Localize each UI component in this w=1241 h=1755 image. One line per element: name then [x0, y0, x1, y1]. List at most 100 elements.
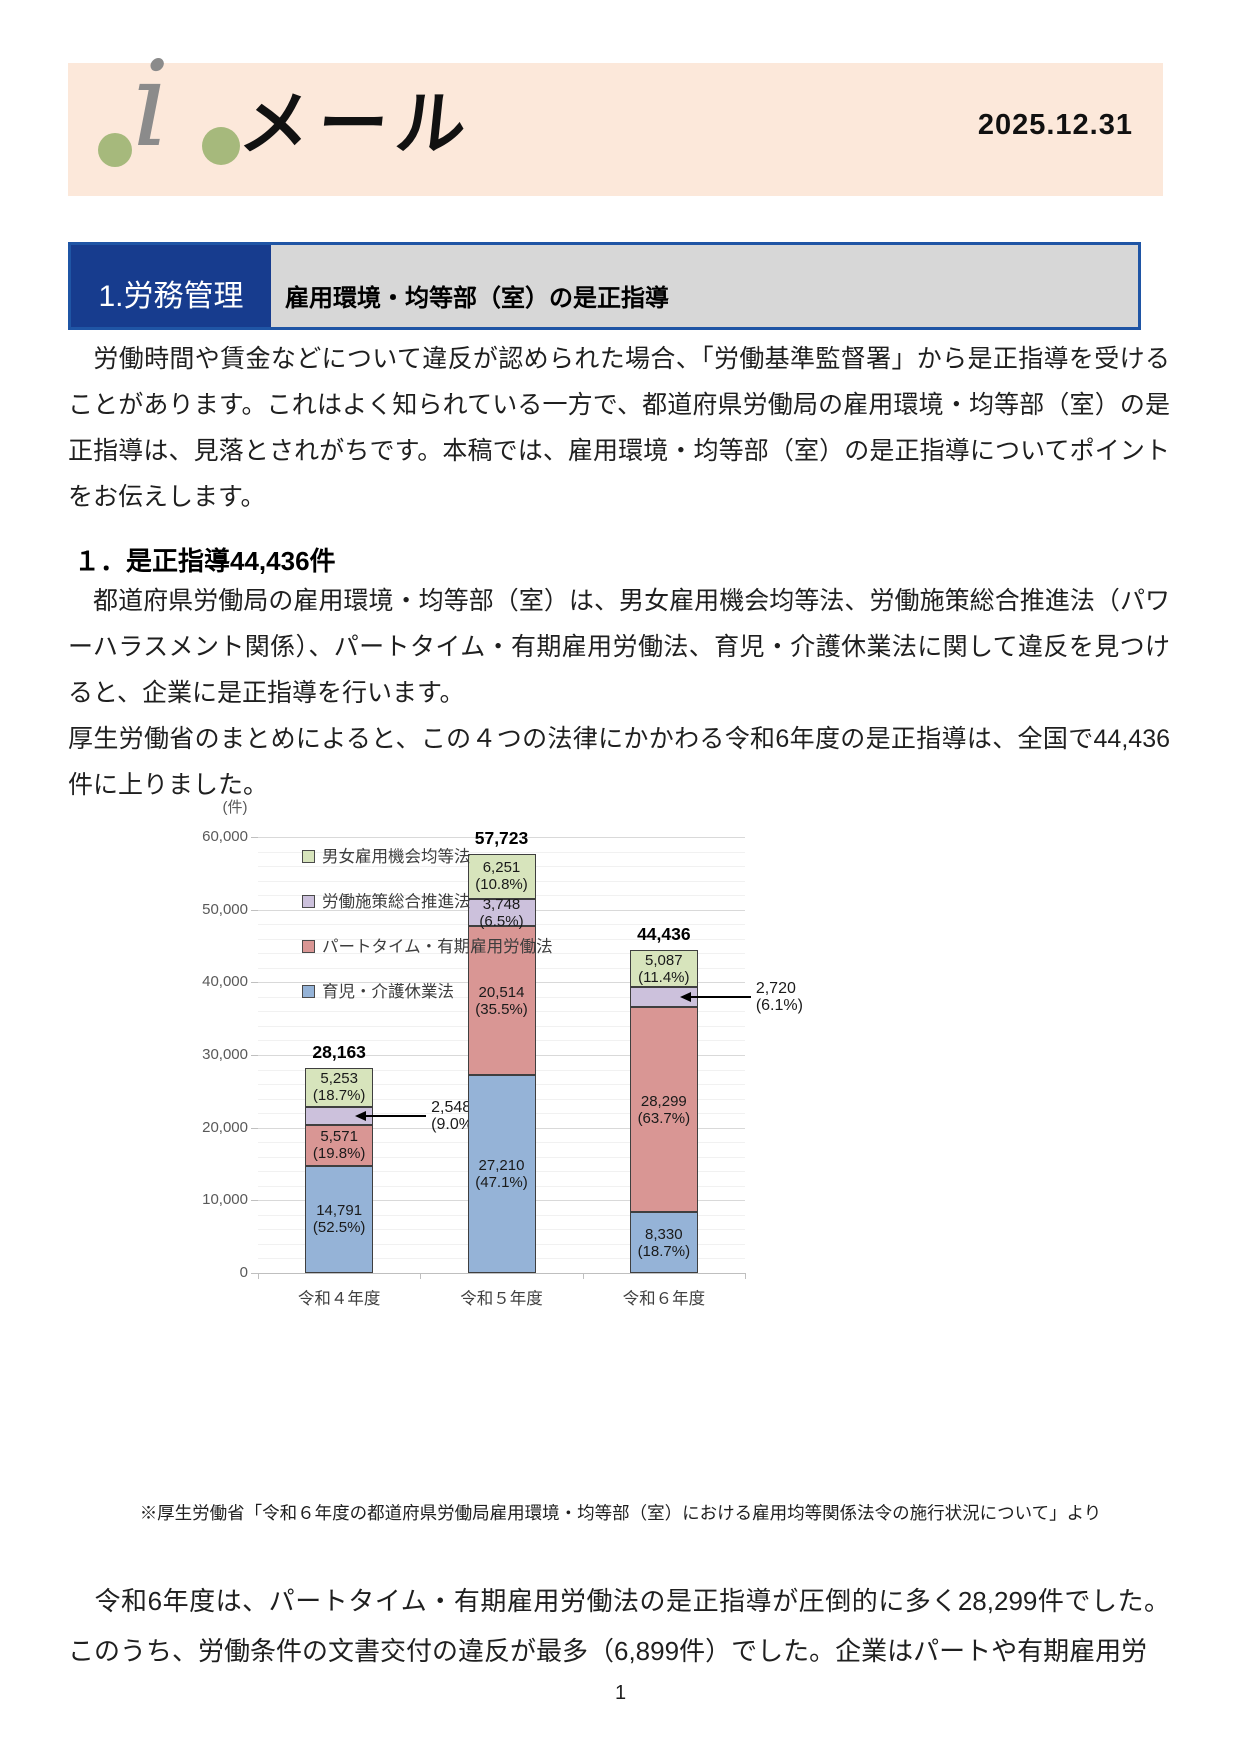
bar-total-label: 44,436	[637, 924, 691, 945]
minor-gridline	[258, 953, 745, 955]
y-tick-label: 60,000	[202, 828, 248, 845]
bar-segment	[467, 853, 536, 899]
bar-segment	[467, 898, 536, 927]
legend-label: パートタイム・有期雇用労働法	[322, 938, 553, 956]
section-title: 雇用環境・均等部（室）の是正指導	[285, 285, 669, 312]
newsletter-logo: i	[98, 45, 258, 190]
segment-label: 5,571 (19.8%)	[312, 1128, 366, 1163]
bar-segment	[629, 1212, 698, 1273]
legend-swatch-icon	[302, 940, 315, 953]
minor-gridline	[258, 1040, 745, 1042]
segment-label: 5,087 (11.4%)	[638, 951, 690, 986]
minor-gridline	[258, 1098, 745, 1100]
annotation-arrow-icon	[679, 991, 691, 1002]
segment-label: 6,251 (10.8%)	[475, 859, 528, 894]
minor-gridline	[258, 967, 745, 969]
segment-label: 8,330 (18.7%)	[637, 1225, 691, 1260]
x-category-label: 令和５年度	[460, 1290, 543, 1308]
legend-label: 育児・介護休業法	[322, 983, 454, 1001]
section-header-bar: 1.労務管理 雇用環境・均等部（室）の是正指導	[68, 242, 1141, 330]
y-tick-label: 0	[239, 1264, 248, 1281]
bar-segment	[467, 1075, 536, 1273]
y-tick-label: 20,000	[202, 1118, 248, 1136]
segment-label: 28,299 (63.7%)	[637, 1092, 691, 1127]
x-tick-mark	[420, 1273, 422, 1279]
intro-paragraph: 労働時間や賃金などについて違反が認められた場合、「労働基準監督署」から是正指導を…	[68, 345, 1170, 511]
minor-gridline	[258, 1185, 745, 1187]
legend-swatch-icon	[302, 850, 315, 863]
minor-gridline	[258, 1243, 745, 1245]
legend-swatch-icon	[302, 895, 315, 908]
major-gridline	[258, 909, 745, 911]
minor-gridline	[258, 1258, 745, 1260]
minor-gridline	[258, 895, 745, 897]
bar-total-label: 28,163	[312, 1042, 366, 1063]
legend-label: 労働施策総合推進法	[322, 893, 471, 911]
minor-gridline	[258, 1011, 745, 1013]
y-tick-label: 40,000	[202, 973, 248, 991]
page-number: 1	[614, 1682, 627, 1704]
bar-segment	[305, 1068, 374, 1107]
legend-label: 男女雇用機会均等法	[322, 848, 471, 866]
x-tick-mark	[582, 1273, 584, 1279]
issue-date: 2025.12.31	[977, 109, 1133, 141]
y-tick-mark	[251, 837, 258, 838]
minor-gridline	[258, 1025, 745, 1027]
bar-segment	[629, 1006, 698, 1213]
bar-segment	[629, 950, 698, 988]
body-paragraph-1b: 厚生労働省のまとめによると、この４つの法律にかかわる令和6年度の是正指導は、全国…	[68, 725, 1170, 799]
y-tick-label: 30,000	[202, 1046, 248, 1063]
major-gridline	[258, 1055, 745, 1056]
minor-gridline	[258, 938, 745, 940]
annotation-label: 2,720 (6.1%)	[755, 979, 803, 1014]
bar-segment	[467, 926, 536, 1076]
minor-gridline	[258, 1156, 745, 1158]
annotation-arrow-line	[365, 1114, 427, 1117]
annotation-label: 2,548 (9.0%)	[431, 1098, 479, 1133]
bar-segment	[305, 1106, 374, 1126]
minor-gridline	[258, 1084, 745, 1086]
annotation-arrow-icon	[355, 1110, 367, 1121]
minor-gridline	[258, 851, 745, 853]
bar-segment	[305, 1165, 374, 1273]
major-gridline	[258, 982, 745, 984]
section-number: 1.労務管理	[71, 245, 271, 327]
minor-gridline	[258, 866, 745, 868]
source-footnote: ※厚生労働省「令和６年度の都道府県労働局雇用環境・均等部（室）における雇用均等関…	[139, 1503, 1102, 1523]
logo-dot-left-icon	[98, 133, 132, 167]
minor-gridline	[258, 1229, 745, 1231]
y-tick-mark	[251, 909, 258, 911]
minor-gridline	[258, 1113, 745, 1115]
newsletter-title: メール	[235, 82, 479, 165]
minor-gridline	[258, 1171, 745, 1173]
segment-label: 27,210 (47.1%)	[475, 1157, 528, 1192]
segment-label: 20,514 (35.5%)	[475, 983, 528, 1018]
minor-gridline	[258, 1069, 745, 1071]
bar-total-label: 57,723	[474, 827, 529, 848]
x-category-label: 令和４年度	[297, 1290, 381, 1308]
y-tick-label: 50,000	[202, 900, 248, 918]
y-tick-label: 10,000	[202, 1191, 248, 1209]
header-band: i メール 2025.12.31	[68, 45, 1163, 196]
major-gridline	[258, 1200, 745, 1202]
annotation-arrow-line	[689, 995, 751, 998]
y-tick-mark	[251, 1127, 258, 1129]
major-gridline	[258, 837, 745, 838]
subsection-heading: １．是正指導44,436件	[74, 546, 336, 576]
body-paragraph-1: 都道府県労働局の雇用環境・均等部（室）は、男女雇用機会均等法、労働施策総合推進法…	[68, 578, 1170, 808]
minor-gridline	[258, 924, 745, 926]
body-paragraph-1a: 都道府県労働局の雇用環境・均等部（室）は、男女雇用機会均等法、労働施策総合推進法…	[68, 587, 1170, 707]
body-paragraph-2: 令和6年度は、パートタイム・有期雇用労働法の是正指導が圧倒的に多く28,299件…	[68, 1586, 1170, 1666]
legend-swatch-icon	[302, 985, 315, 998]
minor-gridline	[258, 996, 745, 998]
segment-label: 5,253 (18.7%)	[312, 1070, 366, 1105]
x-tick-mark	[258, 1273, 259, 1279]
bar-segment	[629, 987, 698, 1007]
major-gridline	[258, 1127, 745, 1129]
y-tick-mark	[251, 982, 258, 984]
logo-i-icon: i	[132, 35, 170, 173]
y-tick-mark	[251, 1273, 258, 1274]
minor-gridline	[258, 880, 745, 882]
bar-segment	[305, 1125, 374, 1166]
